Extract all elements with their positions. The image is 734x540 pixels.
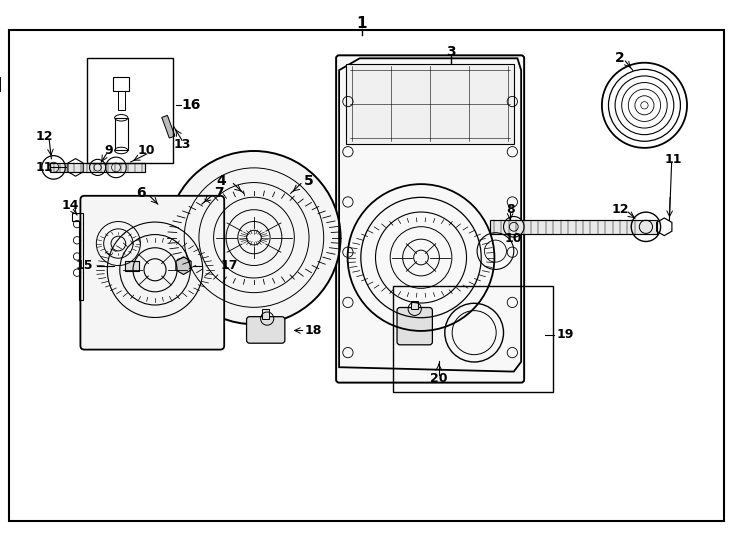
Bar bbox=[50, 163, 145, 172]
Text: 10: 10 bbox=[138, 144, 156, 157]
Text: 6: 6 bbox=[136, 186, 146, 200]
Text: 2: 2 bbox=[614, 51, 625, 65]
FancyBboxPatch shape bbox=[247, 316, 285, 343]
Circle shape bbox=[167, 151, 341, 324]
Bar bbox=[490, 220, 657, 234]
Text: 16: 16 bbox=[181, 98, 200, 112]
Bar bbox=[87, 58, 173, 163]
Bar bbox=[161, 116, 175, 138]
Text: 1: 1 bbox=[357, 16, 367, 31]
Text: 13: 13 bbox=[173, 138, 191, 151]
Text: 3: 3 bbox=[446, 45, 456, 59]
Text: 7: 7 bbox=[214, 186, 224, 200]
Text: 15: 15 bbox=[76, 259, 93, 272]
Text: 4: 4 bbox=[217, 174, 227, 188]
Text: 17: 17 bbox=[220, 259, 238, 272]
Text: 18: 18 bbox=[305, 324, 322, 337]
Bar bbox=[113, 77, 129, 91]
Bar bbox=[393, 286, 553, 391]
Text: 9: 9 bbox=[104, 144, 113, 157]
Bar bbox=[125, 261, 139, 271]
Bar bbox=[346, 64, 514, 144]
Text: 10: 10 bbox=[505, 232, 523, 245]
Text: 20: 20 bbox=[430, 372, 448, 384]
Text: 8: 8 bbox=[506, 203, 515, 216]
FancyBboxPatch shape bbox=[81, 196, 224, 349]
Text: 11: 11 bbox=[665, 153, 683, 166]
Bar bbox=[262, 309, 269, 319]
Bar bbox=[411, 301, 418, 309]
Text: 19: 19 bbox=[556, 328, 574, 341]
Bar bbox=[115, 118, 128, 151]
FancyBboxPatch shape bbox=[336, 55, 524, 383]
Bar bbox=[117, 91, 125, 111]
FancyBboxPatch shape bbox=[397, 307, 432, 345]
Text: 5: 5 bbox=[303, 174, 313, 188]
Text: 14: 14 bbox=[62, 199, 79, 212]
Text: 11: 11 bbox=[35, 161, 53, 174]
Text: 12: 12 bbox=[35, 130, 53, 143]
Text: 12: 12 bbox=[611, 203, 629, 216]
